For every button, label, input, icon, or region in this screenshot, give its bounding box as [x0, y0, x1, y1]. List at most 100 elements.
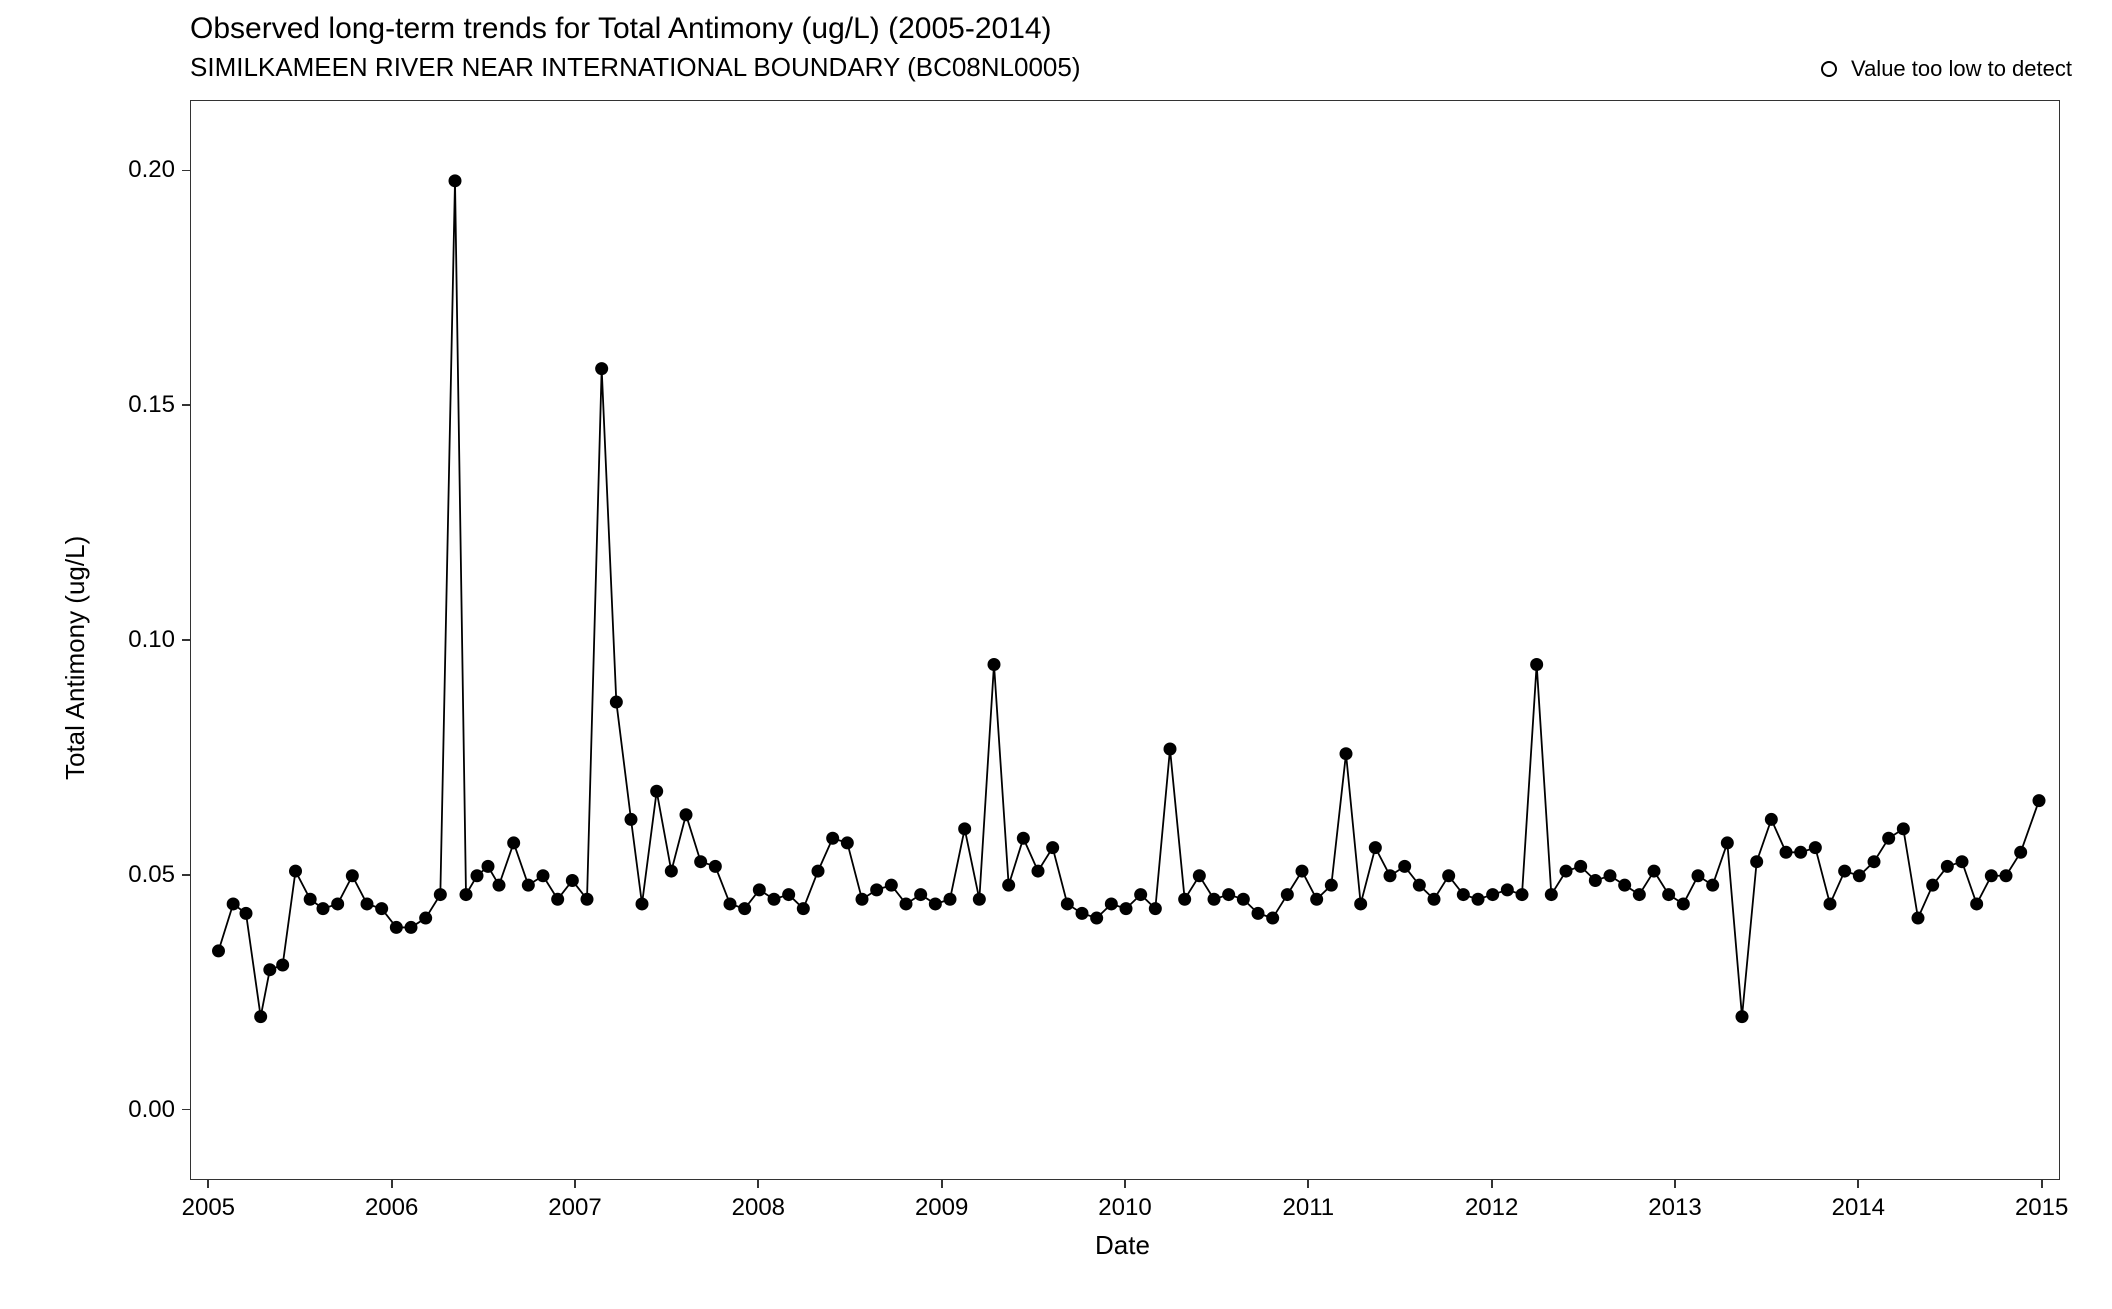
data-point	[1193, 869, 1206, 882]
data-point	[1853, 869, 1866, 882]
data-point	[665, 865, 678, 878]
data-point	[263, 963, 276, 976]
data-point	[1222, 888, 1235, 901]
data-point	[1178, 893, 1191, 906]
data-point	[1897, 822, 1910, 835]
data-point	[1310, 893, 1323, 906]
chart-container: Observed long-term trends for Total Anti…	[0, 0, 2112, 1309]
data-point	[1941, 860, 1954, 873]
data-point	[885, 879, 898, 892]
data-point	[1149, 902, 1162, 915]
data-point	[900, 897, 913, 910]
data-point	[1721, 836, 1734, 849]
data-point	[914, 888, 927, 901]
y-tick-mark	[182, 404, 190, 406]
data-point	[1457, 888, 1470, 901]
y-tick-mark	[182, 1109, 190, 1111]
data-point	[812, 865, 825, 878]
data-point	[1369, 841, 1382, 854]
data-point	[988, 658, 1001, 671]
data-point	[405, 921, 418, 934]
chart-title: Observed long-term trends for Total Anti…	[190, 12, 1052, 46]
data-point	[1413, 879, 1426, 892]
data-point	[1692, 869, 1705, 882]
data-point	[212, 944, 225, 957]
x-tick-label: 2012	[1465, 1194, 1518, 1222]
data-point	[537, 869, 550, 882]
data-point	[1398, 860, 1411, 873]
data-point	[276, 959, 289, 972]
data-point	[929, 897, 942, 910]
y-tick-mark	[182, 639, 190, 641]
data-point	[1530, 658, 1543, 671]
data-point	[610, 696, 623, 709]
data-point	[1325, 879, 1338, 892]
data-point	[1706, 879, 1719, 892]
x-tick-label: 2007	[548, 1194, 601, 1222]
data-point	[1604, 869, 1617, 882]
data-point	[1574, 860, 1587, 873]
data-point	[522, 879, 535, 892]
data-point	[768, 893, 781, 906]
y-axis-label: Total Antimony (ug/L)	[60, 536, 91, 780]
x-tick-label: 2013	[1648, 1194, 1701, 1222]
data-point	[581, 893, 594, 906]
data-point	[419, 912, 432, 925]
x-tick-mark	[2041, 1180, 2043, 1188]
y-tick-label: 0.15	[110, 391, 175, 419]
data-point	[738, 902, 751, 915]
x-tick-mark	[1124, 1180, 1126, 1188]
plot-svg	[191, 101, 2061, 1181]
data-point	[390, 921, 403, 934]
x-tick-mark	[574, 1180, 576, 1188]
data-point	[1090, 912, 1103, 925]
x-tick-label: 2011	[1283, 1194, 1335, 1222]
x-tick-label: 2015	[2015, 1194, 2068, 1222]
data-point	[1208, 893, 1221, 906]
data-point	[1032, 865, 1045, 878]
x-axis-label: Date	[1095, 1230, 1150, 1261]
data-point	[782, 888, 795, 901]
data-point	[1472, 893, 1485, 906]
x-tick-mark	[757, 1180, 759, 1188]
data-point	[1926, 879, 1939, 892]
legend-marker-icon	[1821, 61, 1837, 77]
y-tick-label: 0.20	[110, 156, 175, 184]
y-tick-label: 0.00	[110, 1096, 175, 1124]
data-point	[1002, 879, 1015, 892]
data-point	[1838, 865, 1851, 878]
data-point	[650, 785, 663, 798]
data-point	[471, 869, 484, 882]
data-point	[841, 836, 854, 849]
x-tick-label: 2008	[732, 1194, 785, 1222]
legend-label: Value too low to detect	[1851, 56, 2072, 82]
data-point	[1633, 888, 1646, 901]
data-point	[1750, 855, 1763, 868]
data-point	[1868, 855, 1881, 868]
data-point	[1164, 743, 1177, 756]
data-point	[1765, 813, 1778, 826]
data-point	[1970, 897, 1983, 910]
data-point	[1882, 832, 1895, 845]
data-point	[2033, 794, 2046, 807]
x-tick-label: 2009	[915, 1194, 968, 1222]
data-point	[1266, 912, 1279, 925]
x-tick-mark	[1674, 1180, 1676, 1188]
data-point	[1134, 888, 1147, 901]
data-point	[870, 883, 883, 896]
data-point	[507, 836, 520, 849]
x-tick-label: 2006	[365, 1194, 418, 1222]
data-point	[2014, 846, 2027, 859]
data-point	[1061, 897, 1074, 910]
data-point	[625, 813, 638, 826]
data-point	[1486, 888, 1499, 901]
data-point	[331, 897, 344, 910]
data-point	[1912, 912, 1925, 925]
x-tick-mark	[391, 1180, 393, 1188]
data-point	[1956, 855, 1969, 868]
data-point	[317, 902, 330, 915]
data-point	[595, 362, 608, 375]
data-point	[375, 902, 388, 915]
x-tick-mark	[1491, 1180, 1493, 1188]
data-point	[1017, 832, 1030, 845]
